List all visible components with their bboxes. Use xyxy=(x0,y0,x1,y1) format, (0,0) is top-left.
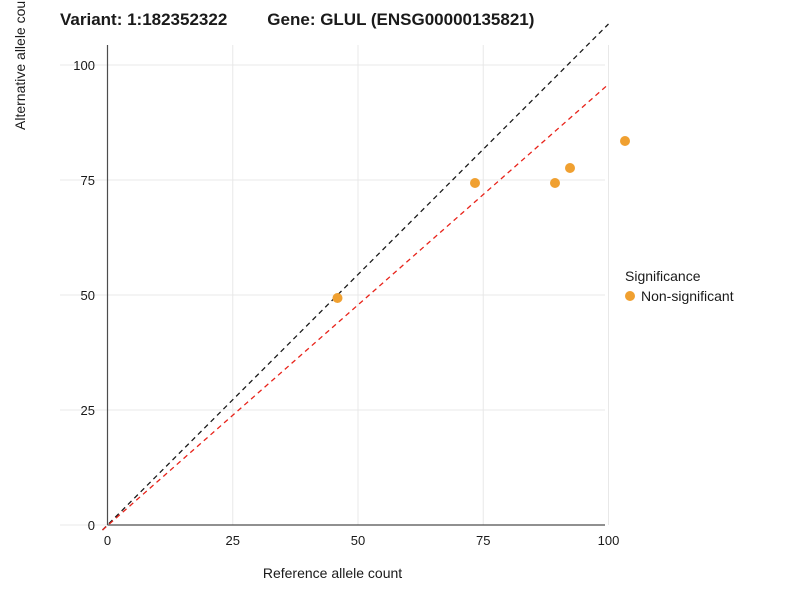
svg-text:0: 0 xyxy=(88,518,95,533)
plot-svg: 0 25 50 75 100 0 25 50 75 100 xyxy=(60,45,605,550)
svg-text:75: 75 xyxy=(476,533,490,548)
scatter-plot-container: Variant: 1:182352322 Gene: GLUL (ENSG000… xyxy=(0,0,800,600)
fitted-reference-line xyxy=(103,84,609,530)
data-point-2[interactable] xyxy=(470,178,480,188)
svg-text:50: 50 xyxy=(351,533,365,548)
data-point-1[interactable] xyxy=(333,293,343,303)
svg-text:25: 25 xyxy=(81,403,95,418)
x-axis-label: Reference allele count xyxy=(60,565,605,581)
legend-item-non-significant[interactable]: Non-significant xyxy=(625,288,785,304)
identity-reference-line xyxy=(103,24,609,530)
horizontal-gridlines xyxy=(60,65,605,525)
data-point-5[interactable] xyxy=(620,136,630,146)
svg-text:0: 0 xyxy=(104,533,111,548)
vertical-gridlines xyxy=(108,45,609,525)
svg-text:25: 25 xyxy=(226,533,240,548)
svg-text:50: 50 xyxy=(81,288,95,303)
legend-box: Significance Non-significant xyxy=(625,268,785,304)
data-point-4[interactable] xyxy=(565,163,575,173)
x-tick-labels: 0 25 50 75 100 xyxy=(104,533,619,548)
plot-area[interactable]: 0 25 50 75 100 0 25 50 75 100 xyxy=(60,45,605,550)
svg-text:75: 75 xyxy=(81,173,95,188)
legend-title: Significance xyxy=(625,268,785,284)
non-significant-dot-icon xyxy=(625,291,635,301)
gene-title: Gene: GLUL (ENSG00000135821) xyxy=(267,10,534,30)
svg-text:100: 100 xyxy=(598,533,620,548)
svg-text:100: 100 xyxy=(73,58,95,73)
y-axis-label: Alternative allele count xyxy=(12,0,28,130)
legend-item-label: Non-significant xyxy=(641,288,734,304)
data-point-3[interactable] xyxy=(550,178,560,188)
data-points-group[interactable] xyxy=(333,136,631,303)
variant-title: Variant: 1:182352322 xyxy=(60,10,227,30)
title-row: Variant: 1:182352322 Gene: GLUL (ENSG000… xyxy=(60,10,740,30)
